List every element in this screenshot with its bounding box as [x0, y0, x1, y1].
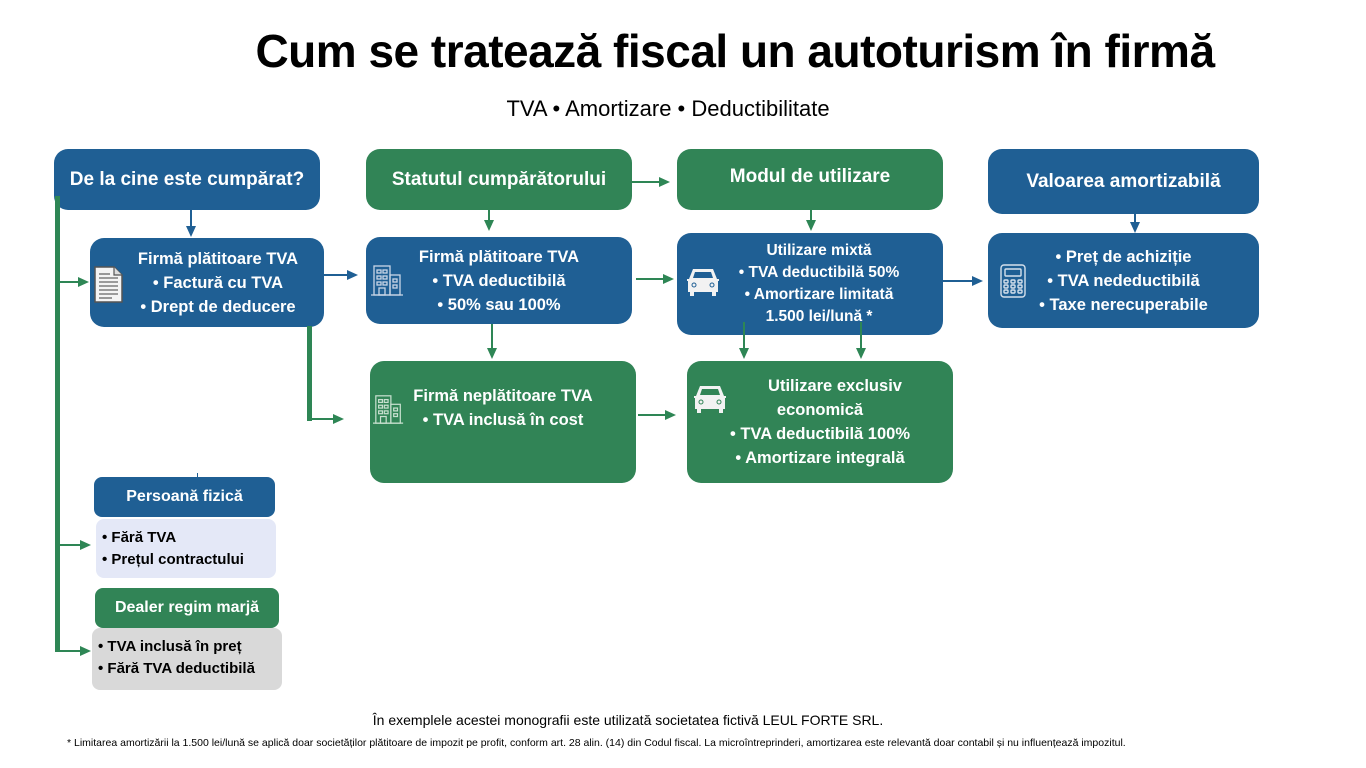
- connector: [636, 278, 664, 280]
- car-icon: [694, 386, 726, 413]
- arrow-down: [186, 226, 196, 237]
- connector: [632, 181, 660, 183]
- connector: [307, 326, 312, 421]
- box-line: • TVA deductibilă: [432, 271, 566, 290]
- box-title: Firmă neplătitoare TVA: [413, 387, 593, 405]
- arrow-right: [78, 277, 89, 287]
- arrow-right: [80, 540, 91, 550]
- box-line: • TVA deductibilă 50%: [738, 264, 900, 281]
- buyer-status-header: Statutul cumpărătorului: [366, 149, 632, 210]
- individual-header: Persoană fizică: [94, 477, 275, 517]
- arrow-right: [80, 646, 91, 656]
- connector: [324, 274, 348, 276]
- detail-line: • TVA inclusă în preț: [98, 638, 242, 655]
- box-line: • TVA inclusă în cost: [422, 411, 584, 429]
- arrow-down: [806, 220, 816, 231]
- box-line: • Amortizare integrală: [735, 449, 905, 467]
- arrow-right: [333, 414, 344, 424]
- connector: [488, 210, 490, 222]
- arrow-down: [484, 220, 494, 231]
- source-header-label: De la cine este cumpărat?: [69, 168, 305, 190]
- box-title: Utilizare mixtă: [766, 242, 872, 259]
- connector: [860, 322, 862, 350]
- connector: [60, 281, 80, 283]
- connector: [638, 414, 666, 416]
- footnote: * Limitarea amortizării la 1.500 lei/lun…: [67, 737, 1126, 749]
- car-icon: [687, 269, 719, 296]
- buyer-vat-payer-box: Firmă plătitoare TVA • TVA deductibilă •…: [366, 237, 632, 324]
- connector: [60, 544, 82, 546]
- source-spine-connector: [55, 196, 60, 652]
- connector: [1134, 214, 1136, 224]
- arrow-right: [347, 270, 358, 280]
- margin-dealer-header-label: Dealer regim marjă: [114, 599, 260, 616]
- box-title: Firmă plătitoare TVA: [137, 249, 299, 268]
- arrow-down: [487, 348, 497, 359]
- usage-mixed-box: Utilizare mixtă • TVA deductibilă 50% • …: [677, 233, 943, 335]
- individual-header-label: Persoană fizică: [126, 488, 243, 505]
- individual-details: • Fără TVA • Prețul contractului: [96, 519, 276, 578]
- detail-line: • Fără TVA: [102, 529, 177, 546]
- footer-note: În exemplele acestei monografii este uti…: [372, 712, 884, 728]
- document-icon: [94, 266, 123, 303]
- box-line: • Drept de deducere: [140, 297, 296, 316]
- buyer-non-vat-payer-box: Firmă neplătitoare TVA • TVA inclusă în …: [370, 361, 636, 483]
- box-line: • Preț de achiziție: [1055, 247, 1192, 266]
- depreciable-value-details-box: • Preț de achiziție • TVA nedeductibilă …: [988, 233, 1259, 328]
- page-subtitle: TVA • Amortizare • Deductibilitate: [506, 96, 830, 121]
- calculator-icon: [1000, 264, 1026, 298]
- page-title: Cum se tratează fiscal un autoturism în …: [255, 25, 1215, 77]
- arrow-down: [1130, 222, 1140, 233]
- source-header: De la cine este cumpărat?: [54, 149, 320, 210]
- box-line: • Factură cu TVA: [152, 273, 284, 292]
- usage-header-label: Modul de utilizare: [729, 165, 891, 187]
- detail-line: • Fără TVA deductibilă: [98, 660, 255, 677]
- connector: [190, 210, 192, 228]
- source-vat-company-box: Firmă plătitoare TVA • Factură cu TVA • …: [90, 238, 324, 327]
- connector: [743, 322, 745, 350]
- usage-exclusive-box: Utilizare exclusiv economică • TVA deduc…: [687, 361, 953, 483]
- box-line: 1.500 lei/lună *: [765, 308, 873, 325]
- building-icon: [371, 265, 403, 296]
- depreciable-value-header-label: Valoarea amortizabilă: [1026, 170, 1221, 192]
- arrow-right: [659, 177, 670, 187]
- box-line: • TVA nedeductibilă: [1047, 271, 1200, 290]
- arrow-right: [972, 276, 983, 286]
- arrow-right: [663, 274, 674, 284]
- box-line: • TVA deductibilă 100%: [730, 425, 910, 443]
- connector: [60, 650, 82, 652]
- arrow-right: [665, 410, 676, 420]
- box-title: Firmă plătitoare TVA: [418, 247, 580, 266]
- connector: [943, 280, 973, 282]
- arrow-down: [856, 348, 866, 359]
- box-line: • 50% sau 100%: [437, 295, 561, 314]
- buyer-status-header-label: Statutul cumpărătorului: [391, 168, 607, 190]
- building-icon: [373, 395, 404, 424]
- connector: [312, 418, 334, 420]
- depreciable-value-header: Valoarea amortizabilă: [988, 149, 1259, 214]
- connector: [491, 324, 493, 350]
- box-line: • Amortizare limitată: [744, 286, 894, 303]
- margin-dealer-details: • TVA inclusă în preț • Fără TVA deducti…: [92, 628, 282, 690]
- usage-header: Modul de utilizare: [677, 149, 943, 210]
- box-title: Utilizare exclusiv: [768, 377, 902, 395]
- box-line: • Taxe nerecuperabile: [1039, 295, 1208, 314]
- arrow-down: [739, 348, 749, 359]
- margin-dealer-header: Dealer regim marjă: [95, 588, 279, 628]
- box-title: economică: [776, 401, 864, 419]
- connector: [810, 210, 812, 222]
- detail-line: • Prețul contractului: [102, 551, 244, 568]
